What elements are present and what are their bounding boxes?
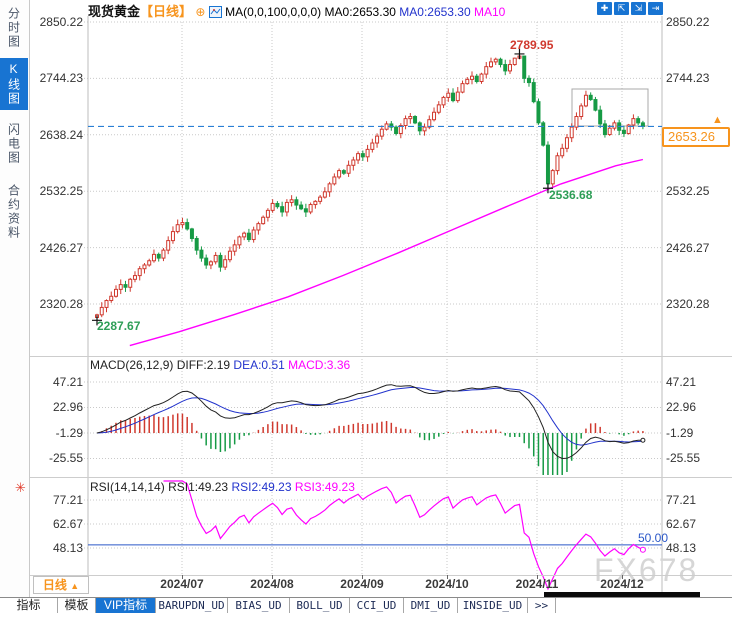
rsi-level-label: 50.00 <box>638 531 669 545</box>
ma0-value-blue: MA0:2653.30 <box>399 5 471 19</box>
tab-bias-ud[interactable]: BIAS_UD <box>228 598 290 613</box>
tab-indicators[interactable]: 指标 <box>0 598 58 613</box>
date-tick-mark <box>447 575 448 579</box>
rsi-title: RSI(14,14,14) <box>90 480 165 494</box>
add-indicator-icon[interactable]: ⊕ <box>195 5 206 19</box>
date-tick: 2024/09 <box>340 577 384 591</box>
crosshair-icon[interactable]: ✚ <box>597 2 612 15</box>
date-tick: 2024/12 <box>600 577 644 591</box>
date-tick: 2024/07 <box>160 577 204 591</box>
symbol-name: 现货黄金 <box>88 4 141 19</box>
rsi2-value: RSI2:49.23 <box>231 480 292 494</box>
date-tick-mark <box>362 575 363 579</box>
rsi-tick: 48.13 <box>666 541 697 555</box>
panel-separator <box>29 575 732 576</box>
price-tick: 2320.28 <box>39 297 83 311</box>
price-tick: 2850.22 <box>39 15 83 29</box>
indicator-toolbar: 指标 模板 VIP指标 BARUPDN_UD BIAS_UD BOLL_UD C… <box>0 597 732 614</box>
ma-indicator-icon[interactable] <box>208 6 222 18</box>
period-label: 日线 <box>42 578 67 592</box>
tab-templates[interactable]: 模板 <box>58 598 96 613</box>
macd-tick: -25.55 <box>666 451 701 465</box>
tab-vip-indicators[interactable]: VIP指标 <box>96 598 156 613</box>
price-tick: 2638.24 <box>39 128 83 142</box>
sidebar-item-label: 合约资料 <box>6 184 21 240</box>
horizontal-scrollbar-thumb[interactable] <box>544 592 700 597</box>
tab-barupdn-ud[interactable]: BARUPDN_UD <box>156 598 228 613</box>
price-tick: 2532.25 <box>39 184 83 198</box>
tab-dmi-ud[interactable]: DMI_UD <box>404 598 458 613</box>
sidebar-item-label: K线图 <box>6 62 21 106</box>
macd-tick: 22.96 <box>52 400 83 414</box>
tab-boll-ud[interactable]: BOLL_UD <box>290 598 350 613</box>
date-tick: 2024/10 <box>425 577 469 591</box>
macd-tick: 47.21 <box>52 375 83 389</box>
date-tick-mark <box>622 575 623 579</box>
tab-inside-ud[interactable]: INSIDE_UD <box>458 598 528 613</box>
sidebar-item-time-chart[interactable]: 分时图 <box>0 6 28 50</box>
macd-tick: -1.29 <box>666 426 694 440</box>
panel-separator <box>29 356 732 357</box>
ma10-label: MA10 <box>474 5 506 19</box>
sidebar: 分时图 K线图 闪电图 合约资料 <box>0 0 30 597</box>
date-tick-mark <box>272 575 273 579</box>
date-tick-mark <box>182 575 183 579</box>
panel-separator <box>29 477 732 478</box>
ma-settings: MA(0,0,100,0,0,0) <box>225 5 322 19</box>
macd-tick: 22.96 <box>666 400 697 414</box>
scale-out-icon[interactable]: ⇲ <box>631 2 646 15</box>
price-tick: 2744.23 <box>666 71 710 85</box>
macd-header: MACD(26,12,9) DIFF:2.19 DEA:0.51 MACD:3.… <box>90 358 350 372</box>
rsi-tick: 77.21 <box>666 493 697 507</box>
date-tick: 2024/08 <box>250 577 294 591</box>
price-tick: 2426.27 <box>666 241 710 255</box>
macd-title: MACD(26,12,9) <box>90 358 174 372</box>
hot-indicator-icon: ✳ <box>15 480 26 495</box>
sidebar-item-contract-info[interactable]: 合约资料 <box>0 178 28 246</box>
price-tick: 2744.23 <box>39 71 83 85</box>
rsi-tick: 62.67 <box>666 517 697 531</box>
rsi-tick: 77.21 <box>52 493 83 507</box>
date-tick-mark <box>537 575 538 579</box>
rsi3-value: RSI3:49.23 <box>294 480 355 494</box>
rsi1-value: RSI1:49.23 <box>168 480 229 494</box>
period-selector-button[interactable]: 日线 ▲ <box>33 576 89 594</box>
start-low-annotation: 2287.67 <box>97 319 141 333</box>
current-price-badge: 2653.26 <box>662 127 730 147</box>
sidebar-item-kline-chart[interactable]: K线图 <box>0 58 28 110</box>
chevron-up-icon: ▲ <box>70 581 80 591</box>
ma0-value: MA0:2653.30 <box>324 5 396 19</box>
price-tick: 2426.27 <box>39 241 83 255</box>
macd-diff-value: DIFF:2.19 <box>176 358 231 372</box>
chart-toolbar: ✚ ⇱ ⇲ ⇥ <box>597 2 663 15</box>
sidebar-item-lightning-chart[interactable]: 闪电图 <box>0 118 28 170</box>
period-tag: 【日线】 <box>140 4 193 19</box>
rsi-header: RSI(14,14,14) RSI1:49.23 RSI2:49.23 RSI3… <box>90 480 355 494</box>
price-tick: 2532.25 <box>666 184 710 198</box>
chart-header: 现货黄金【日线】 ⊕ MA(0,0,100,0,0,0) MA0:2653.30… <box>88 1 505 20</box>
price-tick: 2850.22 <box>666 15 710 29</box>
tab-more[interactable]: >> <box>528 598 556 613</box>
sidebar-item-label: 闪电图 <box>6 123 21 165</box>
sidebar-item-label: 分时图 <box>6 7 21 49</box>
macd-tick: -25.55 <box>48 451 83 465</box>
high-annotation: 2789.95 <box>510 38 554 52</box>
macd-dea-value: DEA:0.51 <box>233 358 285 372</box>
date-tick: 2024/11 <box>515 577 559 591</box>
scale-in-icon[interactable]: ⇱ <box>614 2 629 15</box>
macd-value: MACD:3.36 <box>288 358 351 372</box>
price-tick: 2320.28 <box>666 297 710 311</box>
price-marker-arrow-icon: ▲ <box>712 114 723 126</box>
macd-tick: 47.21 <box>666 375 697 389</box>
shift-right-icon[interactable]: ⇥ <box>648 2 663 15</box>
macd-tick: -1.29 <box>55 426 83 440</box>
watermark: FX678 <box>594 552 699 588</box>
rsi-tick: 62.67 <box>52 517 83 531</box>
low-annotation: 2536.68 <box>549 188 593 202</box>
rsi-tick: 48.13 <box>52 541 83 555</box>
tab-cci-ud[interactable]: CCI_UD <box>350 598 404 613</box>
